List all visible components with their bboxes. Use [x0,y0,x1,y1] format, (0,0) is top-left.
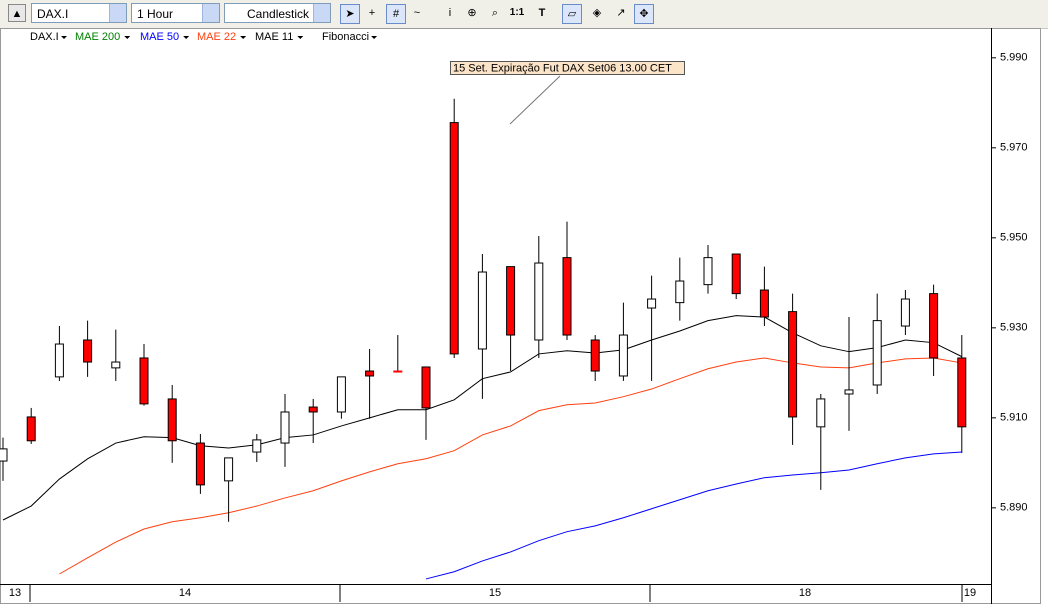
candle-body [54,343,64,378]
collapse-button[interactable]: ▲ [8,4,26,22]
eraser-tool[interactable]: ▱ [562,4,582,24]
moving-average-line [59,357,962,575]
symbol-text: DAX.I [37,7,69,21]
candle-body [872,320,882,386]
candle-body [224,457,234,482]
legend-arrow [183,36,190,39]
candle-body [280,411,290,444]
zoom-box-tool[interactable]: ⊕ [467,7,477,19]
info-tool[interactable]: i [448,7,452,19]
legend-tools: Fibonacci [322,31,369,43]
x-tick-label: 15 [489,587,501,599]
y-tick-label: 5.910 [1000,412,1028,424]
annotation-leader [509,75,561,125]
legend-item: MAE 11 [255,31,293,43]
y-tick-label: 5.990 [1000,52,1028,64]
ratio-tool[interactable]: 1:1 [509,7,525,18]
legend-symbol: DAX.I [30,31,59,43]
candle-body [731,253,741,295]
dropdown-arrow [109,4,126,22]
symbol-dropdown[interactable]: DAX.I [31,3,127,23]
legend-arrow [61,36,67,39]
zoom-tool[interactable]: ⌕ [491,7,499,19]
candle-body [816,398,826,428]
text-tool[interactable]: T [538,7,546,19]
candle-body [675,280,685,304]
legend-arrow [124,36,131,39]
candle-body [957,357,967,428]
grid-tool[interactable]: # [386,4,406,24]
candle-body [534,262,544,341]
toolbar: ▲ DAX.I 1 Hour Candlestick ➤ + # ~ i ⊕ ⌕… [0,0,1048,29]
candle-body [421,366,431,409]
annotation-text: 15 Set. Expiração Fut DAX Set06 13.00 CE… [453,62,672,74]
interval-dropdown[interactable]: 1 Hour [131,3,220,23]
dropdown-arrow [313,4,330,22]
paint-tool[interactable]: ◈ [592,7,602,19]
magnet-tool[interactable]: ✥ [634,4,654,24]
legend-arrow [240,36,247,39]
interval-text: 1 Hour [137,7,174,21]
x-tick-label: 13 [9,587,21,599]
legend-item: MAE 200 [75,31,120,43]
wave-tool[interactable]: ~ [413,7,421,19]
y-tick-label: 5.890 [1000,502,1028,514]
legend-item: MAE 50 [140,31,179,43]
candle-body [167,398,177,442]
candle-body [703,257,713,286]
candle-body [308,406,318,413]
moving-average-line [425,451,962,580]
candle-body [336,376,346,413]
candle-body [618,334,628,377]
x-tick-label: 18 [799,587,811,599]
candle-body [562,257,572,336]
candle-body [83,339,93,363]
dropdown-arrow [202,4,219,22]
chart-frame [0,28,1041,604]
legend-item: MAE 22 [197,31,236,43]
candle-body [195,442,205,486]
pointer-tool[interactable]: ➤ [340,4,360,24]
candle-body [590,339,600,372]
crosshair-tool[interactable]: + [368,7,376,19]
candle-body [844,389,854,395]
y-tick-label: 5.970 [1000,142,1028,154]
candle-body [759,289,769,318]
candle-body [788,311,798,418]
candle-body [647,298,657,309]
candle-body [111,361,121,369]
draw-tool[interactable]: ↗ [616,7,626,19]
legend-arrow [371,36,378,39]
candle-body [393,370,403,373]
candle-body [139,357,149,405]
chart: 5.890 5.910 5.930 5.950 5.970 5.990 13 14 15 18 19… [0,28,1041,604]
x-tick-label: 19 [964,587,976,599]
candle-body [0,448,8,462]
annotation-box [450,61,685,75]
candle-body [26,416,36,442]
candle-body [506,266,516,336]
candle-body [477,271,487,350]
candle-body [449,122,459,355]
y-tick-label: 5.950 [1000,232,1028,244]
style-dropdown[interactable]: Candlestick [224,3,331,23]
candle-body [365,370,375,377]
style-text: Candlestick [247,7,310,21]
candle-body [252,439,262,453]
legend-arrow [297,36,304,39]
y-tick-label: 5.930 [1000,322,1028,334]
x-tick-label: 14 [179,587,191,599]
candle-body [900,298,910,327]
candle-body [929,293,939,359]
